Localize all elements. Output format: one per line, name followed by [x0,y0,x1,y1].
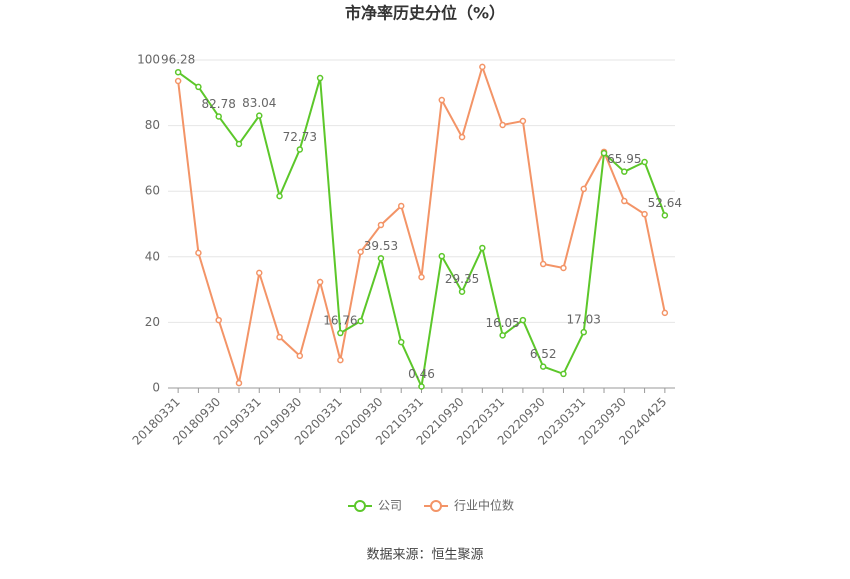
point [499,121,506,129]
point [621,197,628,205]
point [195,83,202,91]
data-label: 65.95 [607,152,641,166]
point [357,317,364,325]
point [357,248,364,256]
point [195,249,202,257]
point [337,356,344,364]
point [296,146,304,153]
point [235,379,243,387]
point [438,96,446,104]
point [377,221,385,229]
series-line [177,71,666,390]
y-tick-label: 80 [145,118,160,132]
data-label: 82.78 [202,97,236,111]
legend-marker [430,500,443,512]
point [519,316,527,324]
point [641,158,648,166]
point [600,149,608,157]
point [418,273,425,281]
point [661,212,669,219]
point [458,133,466,141]
legend-marker [354,500,366,512]
source-note: 数据来源：恒生聚源 [366,548,483,563]
point [438,252,446,260]
point [458,288,466,295]
point [539,363,547,370]
point [621,168,628,175]
point [235,140,243,148]
point [560,370,567,378]
data-label: 39.53 [364,239,398,253]
point [377,255,385,262]
legend-label: 行业中位数 [454,498,514,513]
series-line [177,63,666,384]
point [215,316,222,324]
chart-title: 市净率历史分位（%） [345,4,505,23]
point [276,192,283,200]
point [418,383,425,390]
data-label: 29.35 [445,272,479,286]
data-label: 16.76 [323,314,357,328]
point [499,332,506,339]
data-label: 6.52 [530,347,557,361]
point [580,328,587,336]
point [316,278,324,286]
point [397,338,405,346]
legend-label: 公司 [378,499,402,513]
point [661,309,669,317]
y-tick-label: 40 [145,249,160,263]
point [479,63,486,71]
point [560,264,567,272]
y-tick-label: 0 [152,381,160,395]
y-tick-label: 60 [145,184,160,198]
point [337,329,344,337]
point [519,117,527,125]
data-label: 16.05 [485,316,519,330]
point [641,210,648,218]
point [174,77,182,85]
point [256,269,263,277]
point [256,112,263,119]
data-label: 17.03 [567,313,601,327]
y-tick-label: 20 [145,315,160,329]
data-label: 52.64 [648,196,682,210]
point [539,260,547,268]
point [316,74,324,82]
point [479,244,486,252]
point [276,333,283,341]
point [580,185,587,193]
point [174,68,182,76]
point [397,202,405,210]
point [296,352,304,360]
data-label: 96.28 [161,53,195,67]
data-label: 72.73 [283,130,317,144]
point [215,113,222,120]
y-tick-label: 100 [137,53,160,67]
data-label: 83.04 [242,96,276,110]
data-label: 0.46 [408,367,435,381]
